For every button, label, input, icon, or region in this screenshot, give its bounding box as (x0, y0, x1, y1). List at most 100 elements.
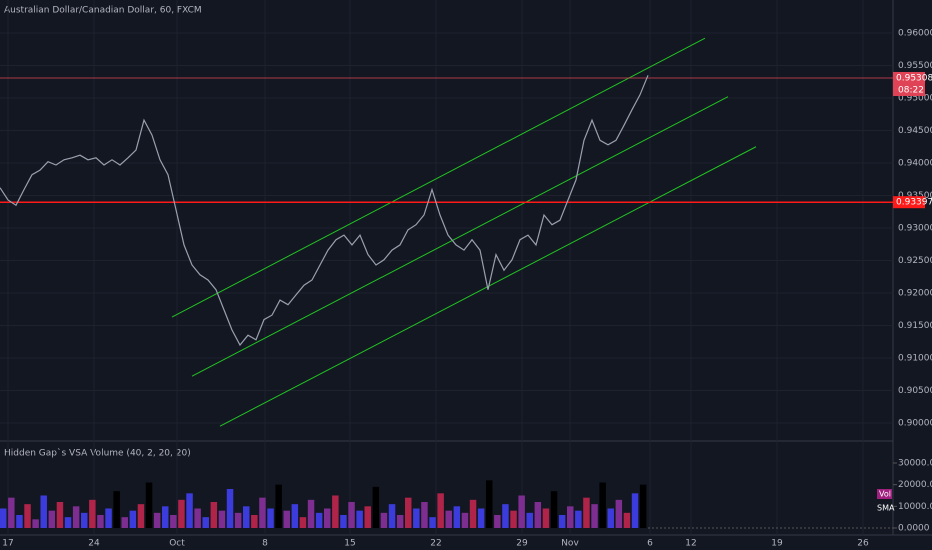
legend-vol: Vol (879, 490, 891, 499)
channel-line (219, 146, 757, 427)
channel-line (171, 37, 706, 318)
chart-title: Australian Dollar/Canadian Dollar, 60, F… (4, 6, 202, 16)
volume-bar (461, 512, 469, 529)
volume-bar (56, 502, 64, 529)
volume-bar (518, 495, 525, 529)
volume-bar (599, 482, 606, 529)
y-tick-label: 0.95000 (898, 94, 932, 104)
volume-bar (137, 504, 145, 529)
x-tick-label: 26 (857, 539, 869, 549)
x-tick-label: 15 (344, 539, 355, 549)
volume-bar (194, 508, 201, 529)
volume-bar (421, 502, 428, 529)
volume-bar (324, 508, 331, 529)
volume-bar (623, 512, 631, 529)
volume-bar (16, 515, 23, 529)
y-tick-label: 0.94500 (898, 126, 932, 136)
volume-tick-label: 30000.0000 (898, 458, 932, 468)
volume-bar (534, 502, 542, 529)
volume-bar (583, 497, 590, 529)
volume-bar (97, 515, 104, 529)
volume-bar (550, 491, 558, 529)
volume-bar (615, 499, 623, 529)
y-tick-label: 0.93500 (898, 191, 932, 201)
countdown-label: 08:22 (898, 85, 924, 95)
y-tick-label: 0.94000 (898, 159, 932, 169)
volume-bar (283, 510, 290, 529)
volume-bar (105, 508, 112, 529)
volume-bar (372, 486, 380, 529)
volume-bar (445, 510, 452, 529)
volume-bar (48, 510, 56, 529)
volume-bar (526, 512, 533, 529)
volume-bar (307, 499, 315, 529)
volume-bar (575, 510, 582, 529)
volume-bar (40, 495, 47, 529)
legend-sma: SMA (877, 504, 895, 513)
x-tick-label: 22 (430, 539, 441, 549)
volume-bar (24, 504, 31, 529)
y-tick-label: 0.96000 (898, 29, 932, 39)
volume-bar (380, 512, 388, 529)
level-label: 0.93397 (896, 198, 932, 208)
y-tick-label: 0.92000 (898, 288, 932, 298)
volume-tick-label: 10000.0000 (898, 502, 932, 512)
volume-bar (113, 491, 120, 529)
y-tick-label: 0.91500 (898, 321, 932, 331)
volume-bar (413, 508, 420, 529)
current-price-label: 0.95308 (896, 73, 932, 83)
volume-bar (210, 502, 218, 529)
x-tick-label: 19 (771, 539, 783, 549)
volume-bar (170, 515, 177, 529)
legend-vol-box (877, 489, 892, 499)
volume-bar (243, 506, 250, 529)
volume-bar (405, 497, 412, 529)
volume-bar (469, 499, 477, 529)
volume-bar (437, 493, 444, 529)
y-tick-label: 0.95500 (898, 61, 932, 71)
volume-bar (558, 515, 566, 529)
x-tick-label: 6 (647, 539, 653, 549)
volume-bar (32, 519, 39, 529)
x-tick-label: 24 (88, 539, 100, 549)
volume-tick-label: 20000.0000 (898, 480, 932, 490)
volume-bar (356, 510, 363, 529)
volume-bar (364, 506, 371, 529)
x-tick-label: Nov (561, 539, 579, 549)
volume-bar (429, 517, 436, 529)
volume-bar (607, 508, 614, 529)
volume-bar (275, 484, 282, 529)
volume-bar (8, 497, 15, 529)
volume-bar (162, 506, 169, 529)
volume-bar (218, 510, 226, 529)
volume-bar (251, 515, 258, 529)
x-tick-label: 12 (685, 539, 696, 549)
price-line (0, 75, 649, 347)
y-tick-label: 0.91000 (898, 353, 932, 363)
volume-bar (0, 508, 7, 529)
volume-bar (226, 489, 234, 529)
volume-bar (81, 512, 88, 529)
level-tag (893, 196, 925, 209)
volume-bar (121, 517, 128, 529)
y-tick-label: 0.92500 (898, 256, 932, 266)
volume-title: Hidden Gap`s VSA Volume (40, 2, 20, 20) (4, 448, 191, 459)
volume-bar (259, 497, 266, 529)
volume-bar (567, 506, 574, 529)
volume-bar (145, 482, 153, 529)
volume-bar (186, 493, 193, 529)
y-tick-label: 0.90500 (898, 386, 932, 396)
volume-bar (396, 515, 404, 529)
volume-bar (234, 512, 242, 529)
volume-bar (129, 510, 137, 529)
volume-bar (153, 512, 161, 529)
volume-bar (332, 495, 339, 529)
volume-bar (202, 517, 209, 529)
volume-bar (502, 504, 509, 529)
volume-bar (72, 506, 80, 529)
x-tick-label: Oct (169, 539, 185, 549)
volume-bar (299, 517, 307, 529)
x-tick-label: 17 (2, 539, 13, 549)
volume-bar (64, 517, 72, 529)
